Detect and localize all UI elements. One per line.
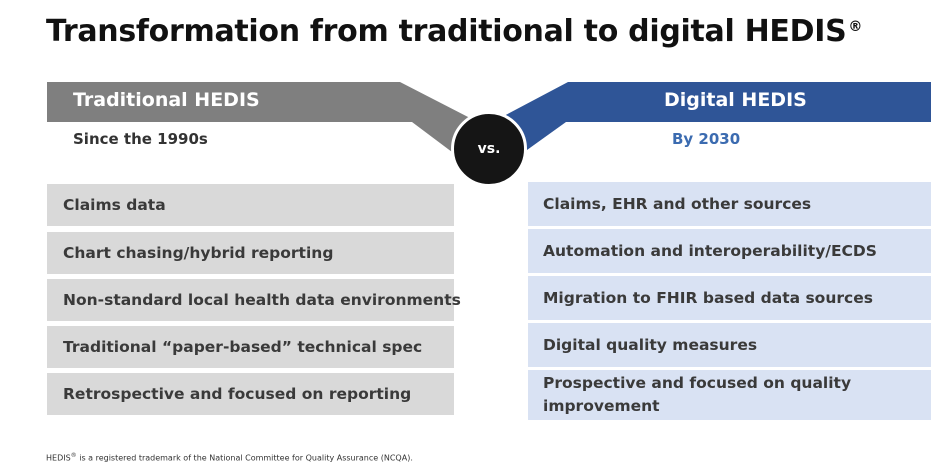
page-title: Transformation from traditional to digit… [46,14,862,49]
footnote-prefix: HEDIS [46,453,71,463]
digital-item: Digital quality measures [528,323,931,367]
traditional-since: Since the 1990s [73,130,208,148]
traditional-item: Claims data [47,184,454,226]
page-title-text: Transformation from traditional to digit… [46,14,847,49]
digital-item: Automation and interoperability/ECDS [528,229,931,273]
traditional-item: Non-standard local health data environme… [47,279,461,321]
trademark-footnote: HEDIS® is a registered trademark of the … [46,452,413,463]
versus-badge: vs. [451,111,527,187]
traditional-item: Chart chasing/hybrid reporting [47,232,454,274]
footnote-text: is a registered trademark of the Nationa… [76,453,413,463]
traditional-item: Retrospective and focused on reporting [47,373,454,415]
registered-mark: ® [848,19,863,35]
digital-heading: Digital HEDIS [664,89,807,111]
digital-item: Migration to FHIR based data sources [528,276,931,320]
traditional-heading: Traditional HEDIS [73,89,260,111]
digital-item: Claims, EHR and other sources [528,182,931,226]
digital-item: Prospective and focused on quality impro… [528,370,931,420]
traditional-item: Traditional “paper-based” technical spec [47,326,454,368]
footnote-registered-mark: ® [70,452,77,459]
versus-label: vs. [477,141,501,157]
digital-by: By 2030 [672,130,741,148]
